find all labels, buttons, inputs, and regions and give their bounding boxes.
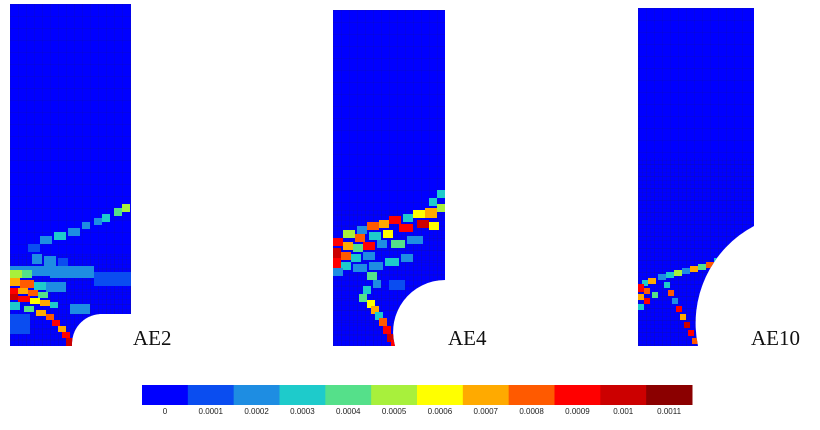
colorbar-tick-label: 0 <box>163 407 168 416</box>
colorbar-swatch <box>508 385 555 405</box>
colorbar-swatch <box>187 385 235 405</box>
colorbar-tick-label: 0.0006 <box>428 407 453 416</box>
colorbar-tick-label: 0.0005 <box>382 407 407 416</box>
colorbar-swatch <box>142 385 189 405</box>
specimen-ae2: AE2 <box>10 4 172 350</box>
specimen-ae10-mesh <box>638 8 754 346</box>
colorbar-tick-label: 0.0004 <box>336 407 361 416</box>
colorbar-tick-label: 0.0008 <box>519 407 544 416</box>
colorbar-swatch <box>417 385 464 405</box>
colorbar-tick-label: 0.0007 <box>474 407 499 416</box>
colorbar-swatch <box>233 385 280 405</box>
colorbar-tick-label: 0.0009 <box>565 407 590 416</box>
specimen-ae10: AE10 <box>638 8 800 350</box>
panel-label-ae4: AE4 <box>448 326 487 350</box>
colorbar-tick-label: 0.0001 <box>199 407 224 416</box>
panel-label-ae2: AE2 <box>133 326 172 350</box>
specimen-ae4-mesh <box>333 10 445 346</box>
specimen-ae4: AE4 <box>333 10 487 350</box>
colorbar-legend: 0 0.0001 0.0002 0.0003 0.0004 0.0005 0.0006 0.0… <box>142 385 693 417</box>
colorbar-graphic: 0 0.0001 0.0002 0.0003 0.0004 0.0005 0.0006 0.0… <box>142 385 693 416</box>
colorbar-tick-label: 0.0011 <box>657 407 681 416</box>
colorbar-swatch <box>325 385 372 405</box>
colorbar-swatch <box>600 385 647 405</box>
colorbar-tick-label: 0.0003 <box>290 407 315 416</box>
colorbar-tick-label: 0.0002 <box>244 407 269 416</box>
specimen-ae2-mesh <box>10 4 131 346</box>
panel-label-ae10: AE10 <box>751 326 800 350</box>
colorbar-swatch <box>554 385 601 405</box>
colorbar-tick-label: 0.001 <box>613 407 634 416</box>
colorbar-swatch <box>279 385 326 405</box>
colorbar-swatch <box>371 385 418 405</box>
colorbar-swatch <box>462 385 510 405</box>
colorbar-swatch <box>646 385 693 405</box>
